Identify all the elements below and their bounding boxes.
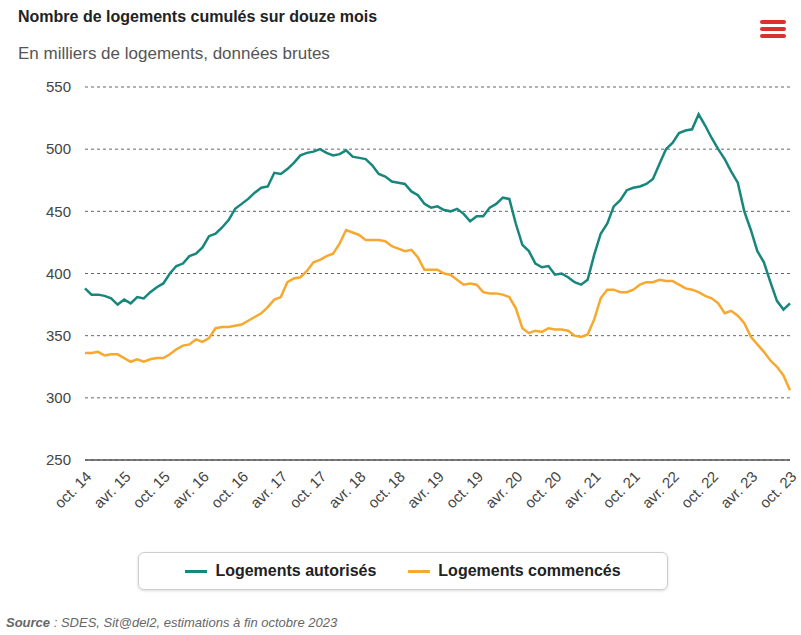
svg-text:450: 450 [46,203,71,220]
svg-text:300: 300 [46,389,71,406]
svg-text:avr. 22: avr. 22 [638,468,682,512]
svg-text:avr. 23: avr. 23 [717,468,761,512]
svg-text:avr. 18: avr. 18 [325,468,369,512]
html-text:Source: SDES, Sit@del2, estima: Source: SDES, Sit@del2, estimations à fi… [6,615,338,630]
svg-text:avr. 20: avr. 20 [482,468,526,512]
html-text:Nombre de logements cumulés su: Nombre de logements cumulés sur douze mo… [18,8,378,25]
html-text:Logements commencés: Logements commencés [438,562,621,579]
html-text:Logements autorisés: Logements autorisés [215,562,377,579]
svg-text:avr. 17: avr. 17 [247,468,291,512]
svg-text:oct. 15: oct. 15 [129,468,173,512]
html-text:En milliers de logements, donn: En milliers de logements, données brutes [18,44,330,63]
svg-text:oct. 17: oct. 17 [286,468,330,512]
svg-text:400: 400 [46,265,71,282]
svg-text:oct. 23: oct. 23 [756,468,793,512]
svg-text:oct. 20: oct. 20 [521,468,565,512]
svg-text:350: 350 [46,327,71,344]
svg-text:oct. 19: oct. 19 [442,468,486,512]
svg-text:500: 500 [46,140,71,157]
svg-text:550: 550 [46,78,71,95]
svg-text:avr. 15: avr. 15 [90,468,134,512]
svg-text:avr. 19: avr. 19 [403,468,447,512]
svg-text:oct. 18: oct. 18 [364,468,408,512]
svg-text:oct. 14: oct. 14 [51,468,95,512]
svg-text:oct. 16: oct. 16 [207,468,251,512]
svg-text:250: 250 [46,451,71,468]
svg-text:avr. 16: avr. 16 [168,468,212,512]
svg-text:oct. 22: oct. 22 [677,468,721,512]
svg-text:avr. 21: avr. 21 [560,468,604,512]
svg-text:oct. 21: oct. 21 [599,468,643,512]
